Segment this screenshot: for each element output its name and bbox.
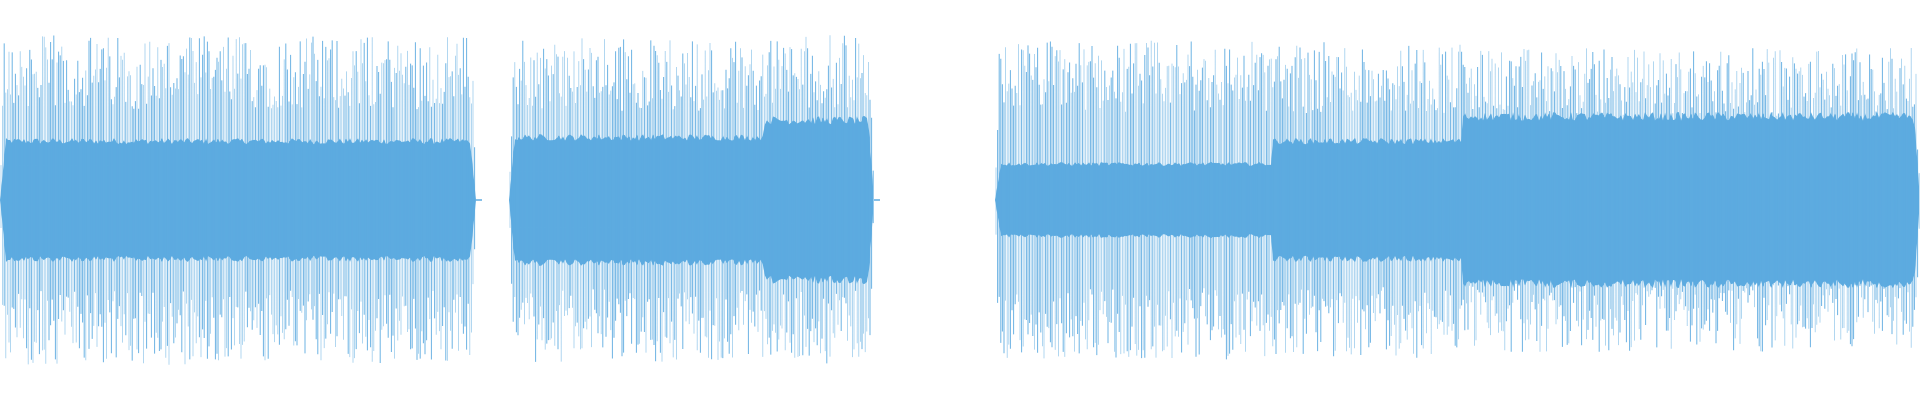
waveform-peaks bbox=[3, 35, 476, 363]
waveform-peaks bbox=[509, 35, 869, 362]
waveform-peaks bbox=[997, 41, 1919, 360]
waveform-peaks bbox=[995, 40, 1920, 359]
waveform-peaks bbox=[511, 35, 874, 364]
waveform-peaks bbox=[0, 36, 474, 365]
